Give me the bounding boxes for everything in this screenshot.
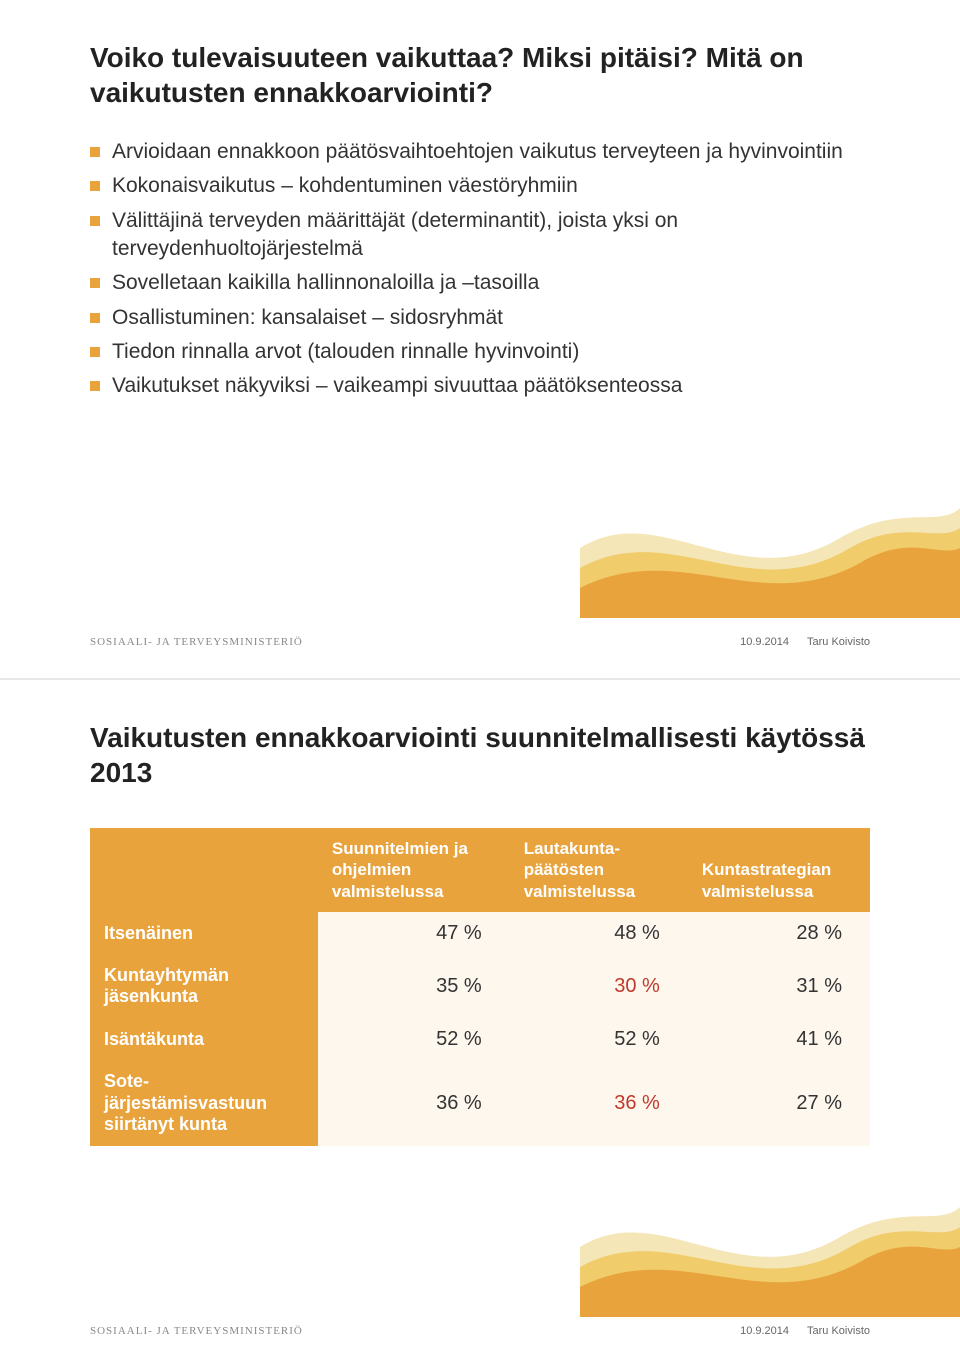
data-table: Suunnitelmien ja ohjelmien valmistelussa… <box>90 828 870 1146</box>
slide2-title: Vaikutusten ennakkoarviointi suunnitelma… <box>90 720 870 790</box>
table-cell: 35 % <box>318 955 510 1018</box>
table-cell: 48 % <box>510 912 688 955</box>
table-cell: 30 % <box>510 955 688 1018</box>
slide1-title: Voiko tulevaisuuteen vaikuttaa? Miksi pi… <box>90 40 870 110</box>
row-label: Sote-järjestämisvastuun siirtänyt kunta <box>90 1061 318 1146</box>
footer-author: Taru Koivisto <box>807 636 870 648</box>
table-col-header <box>90 828 318 912</box>
slide-1: Voiko tulevaisuuteen vaikuttaa? Miksi pi… <box>0 0 960 680</box>
footer-author: Taru Koivisto <box>807 1325 870 1337</box>
footer-org: SOSIAALI- JA TERVEYSMINISTERIÖ <box>90 636 303 648</box>
table-cell: 41 % <box>688 1018 870 1061</box>
footer-date: 10.9.2014 <box>740 1325 789 1337</box>
bullet-item: Sovelletaan kaikilla hallinnonaloilla ja… <box>90 269 870 297</box>
table-cell: 36 % <box>318 1061 510 1146</box>
table-cell: 36 % <box>510 1061 688 1146</box>
slide1-bullet-list: Arvioidaan ennakkoon päätösvaihtoehtojen… <box>90 138 870 401</box>
row-label: Kuntayhtymän jäsenkunta <box>90 955 318 1018</box>
table-cell: 52 % <box>318 1018 510 1061</box>
slide1-footer: SOSIAALI- JA TERVEYSMINISTERIÖ 10.9.2014… <box>90 636 870 648</box>
table-cell: 27 % <box>688 1061 870 1146</box>
wave-graphic <box>580 438 960 618</box>
table-row: Sote-järjestämisvastuun siirtänyt kunta … <box>90 1061 870 1146</box>
table-row: Isäntäkunta 52 % 52 % 41 % <box>90 1018 870 1061</box>
bullet-item: Tiedon rinnalla arvot (talouden rinnalle… <box>90 338 870 366</box>
table-col-header: Lautakunta-päätösten valmistelussa <box>510 828 688 912</box>
slide2-footer: SOSIAALI- JA TERVEYSMINISTERIÖ 10.9.2014… <box>90 1325 870 1337</box>
footer-date: 10.9.2014 <box>740 636 789 648</box>
table-header-row: Suunnitelmien ja ohjelmien valmistelussa… <box>90 828 870 912</box>
table-row: Itsenäinen 47 % 48 % 28 % <box>90 912 870 955</box>
slide-2: Vaikutusten ennakkoarviointi suunnitelma… <box>0 680 960 1367</box>
table-cell: 47 % <box>318 912 510 955</box>
bullet-item: Arvioidaan ennakkoon päätösvaihtoehtojen… <box>90 138 870 166</box>
table-row: Kuntayhtymän jäsenkunta 35 % 30 % 31 % <box>90 955 870 1018</box>
table-col-header: Suunnitelmien ja ohjelmien valmistelussa <box>318 828 510 912</box>
bullet-item: Välittäjinä terveyden määrittäjät (deter… <box>90 207 870 264</box>
bullet-item: Osallistuminen: kansalaiset – sidosryhmä… <box>90 304 870 332</box>
row-label: Itsenäinen <box>90 912 318 955</box>
table-col-header: Kuntastrategian valmistelussa <box>688 828 870 912</box>
bullet-item: Vaikutukset näkyviksi – vaikeampi sivuut… <box>90 372 870 400</box>
footer-org: SOSIAALI- JA TERVEYSMINISTERIÖ <box>90 1325 303 1337</box>
table-cell: 52 % <box>510 1018 688 1061</box>
table-cell: 28 % <box>688 912 870 955</box>
row-label: Isäntäkunta <box>90 1018 318 1061</box>
bullet-item: Kokonaisvaikutus – kohdentuminen väestör… <box>90 172 870 200</box>
wave-graphic <box>580 1137 960 1317</box>
table-cell: 31 % <box>688 955 870 1018</box>
